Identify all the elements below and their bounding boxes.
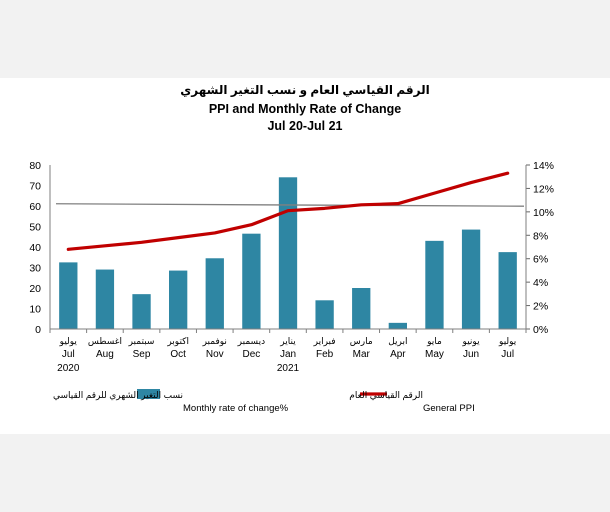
chart-subtitle: Jul 20-Jul 21 — [267, 119, 343, 133]
bar — [498, 252, 517, 329]
bar — [205, 258, 224, 329]
legend-label-line: General PPI — [423, 403, 475, 414]
x-tick-label-arabic: يونيو — [462, 336, 481, 346]
reference-line — [55, 203, 525, 207]
x-tick-label-arabic: نوفمبر — [202, 336, 227, 346]
x-tick-label: Nov — [206, 349, 224, 360]
x-tick-label-arabic: يوليو — [498, 336, 517, 346]
legend-label-bar-arabic: نسب التغير الشهري للرقم القياسي — [53, 390, 183, 401]
x-tick-label: Oct — [170, 349, 186, 360]
y-right-tick-label: 12% — [533, 183, 554, 195]
x-tick-label: Jun — [463, 349, 479, 360]
y-left-tick-label: 30 — [29, 263, 41, 275]
chart-figure: الرقم القياسي العام و نسب التغير الشهري … — [0, 78, 610, 434]
series-line-general-ppi — [66, 171, 510, 251]
bar — [278, 177, 298, 329]
y-right-tick-label: 10% — [533, 207, 554, 219]
y-right-tick-label: 6% — [533, 254, 548, 266]
chart-title: PPI and Monthly Rate of Change — [208, 102, 402, 116]
bar — [242, 233, 261, 329]
x-tick-label-arabic: اغسطس — [88, 336, 122, 346]
bar — [461, 229, 481, 329]
y-left-tick-label: 70 — [29, 181, 41, 193]
x-tick-label: Jul — [62, 349, 75, 360]
x-tick-label: Jul — [501, 349, 514, 360]
bar — [132, 294, 151, 329]
x-tick-label-arabic: ديسمبر — [237, 336, 265, 346]
legend-label-line-arabic: الرقم القياسي العام — [349, 390, 423, 401]
x-tick-label-arabic: مارس — [350, 336, 373, 346]
bar — [169, 270, 188, 329]
x-tick-label: Mar — [353, 349, 371, 360]
x-tick-label: Feb — [316, 349, 334, 360]
y-left-tick-label: 20 — [29, 283, 41, 295]
y-right-tick-label: 0% — [533, 324, 548, 336]
x-tick-label: Sep — [133, 349, 151, 360]
y-right-tick-label: 2% — [533, 301, 548, 313]
y-right-tick-label: 8% — [533, 230, 548, 242]
y-left-tick-label: 60 — [29, 201, 41, 213]
chart-plot: 0 10 20 30 40 50 60 70 80 0% 2% 4% 6% 8% 10% 12% 14% يولي… — [29, 160, 554, 414]
x-tick-label-arabic: سبتمبر — [128, 336, 155, 346]
x-tick-label: Dec — [242, 349, 260, 360]
y-left-tick-label: 0 — [35, 324, 41, 336]
x-tick-label: Aug — [96, 349, 114, 360]
bar — [59, 262, 78, 329]
x-tick-label: May — [425, 349, 444, 360]
chart-title-arabic: الرقم القياسي العام و نسب التغير الشهري — [180, 83, 430, 97]
x-tick-label-arabic: يوليو — [59, 336, 78, 346]
y-left-tick-label: 40 — [29, 242, 41, 254]
legend-swatch-bar — [137, 389, 160, 399]
bar — [425, 240, 444, 329]
bar — [388, 322, 407, 329]
bar — [95, 269, 115, 329]
x-tick-label-arabic: اكتوبر — [166, 336, 189, 346]
bar — [352, 288, 371, 329]
x-tick-label-year: 2021 — [277, 363, 300, 374]
legend-label-bar: Monthly rate of change% — [183, 403, 289, 414]
x-tick-label-year: 2020 — [57, 363, 80, 374]
y-right-tick-label: 14% — [533, 160, 554, 172]
y-left-tick-label: 80 — [29, 160, 41, 172]
x-tick-label: Jan — [280, 349, 296, 360]
x-tick-label-arabic: فبراير — [313, 336, 336, 346]
x-tick-label-arabic: ابريل — [388, 336, 407, 346]
y-left-tick-label: 50 — [29, 222, 41, 234]
x-tick-label: Apr — [390, 349, 406, 360]
bar — [315, 300, 334, 329]
y-left-tick-label: 10 — [29, 304, 41, 316]
x-tick-label-arabic: يناير — [279, 336, 296, 346]
y-right-tick-label: 4% — [533, 277, 548, 289]
x-tick-label-arabic: مايو — [426, 336, 442, 346]
